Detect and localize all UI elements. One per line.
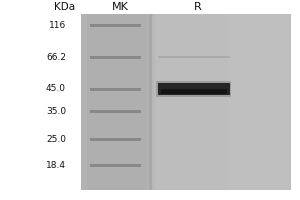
Text: MK: MK: [112, 2, 128, 12]
Bar: [90, 24, 141, 27]
Text: 35.0: 35.0: [46, 106, 66, 116]
Bar: [148, 14, 152, 190]
Bar: [90, 88, 141, 91]
Bar: [156, 81, 231, 97]
Bar: [90, 164, 141, 167]
Bar: [158, 56, 230, 58]
Text: 25.0: 25.0: [46, 134, 66, 144]
Bar: [160, 89, 226, 94]
Bar: [152, 14, 290, 190]
Bar: [87, 14, 147, 190]
Bar: [90, 56, 141, 59]
Text: 45.0: 45.0: [46, 84, 66, 93]
Bar: [158, 83, 230, 95]
Bar: [90, 110, 141, 113]
Text: KDa: KDa: [54, 2, 75, 12]
Bar: [90, 138, 141, 141]
Text: 116: 116: [49, 21, 66, 29]
Text: 18.4: 18.4: [46, 160, 66, 170]
Bar: [81, 14, 291, 190]
Text: R: R: [194, 2, 202, 12]
Text: 66.2: 66.2: [46, 52, 66, 62]
